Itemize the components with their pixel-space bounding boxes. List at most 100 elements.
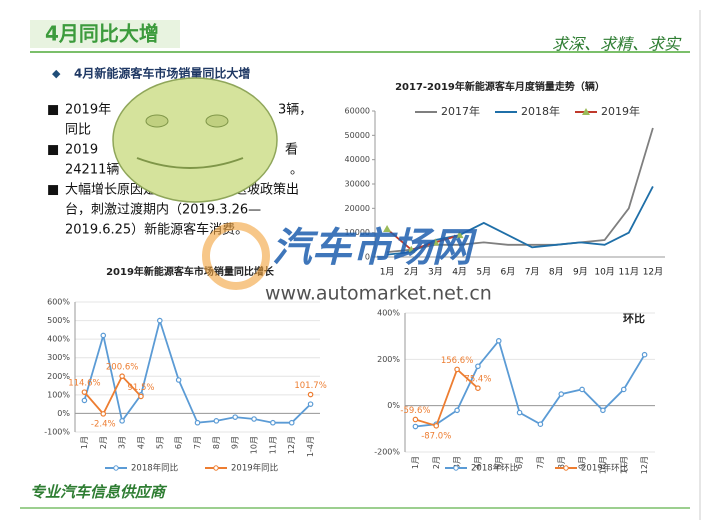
x-tick-label: 7月 [536,456,545,469]
smiley-mouth [136,157,244,169]
point [495,337,502,344]
x-tick-label: 12月 [643,267,663,278]
header-motto: 求深、求精、求实 [552,35,682,54]
y-tick-label: 200% [47,372,70,381]
bullet-text: 同比 [65,123,91,138]
point [383,225,392,233]
x-tick-label: 2月 [99,436,108,449]
y-tick-label: 30000 [345,180,370,189]
bullet-text: 台，刺激过渡期内（2019.3.26— [65,202,261,218]
point [412,423,419,430]
bullet-text: 。 [290,163,303,178]
point [454,407,460,414]
legend-marker [113,465,119,471]
footer: 专业汽车信息供应商 [30,483,168,501]
point [641,351,648,358]
x-tick-label: 1-4月 [306,436,315,457]
data-label: -59.6% [400,406,430,416]
y-tick-label: 500% [47,316,70,325]
smiley-eye [205,114,229,128]
data-label: 156.6% [441,356,473,366]
bullet-text: 2019 [65,143,98,158]
point [81,397,88,404]
data-label: -87.0% [421,431,451,441]
header-title: 4月同比大增 [45,22,159,46]
bullet-text: 24211辆 [65,163,119,178]
x-tick-label: 12月 [640,456,649,474]
point [537,421,544,428]
point [157,317,163,324]
point [412,416,419,423]
bullet-mark: ■ [47,103,59,118]
x-tick-label: 2月 [432,456,441,469]
point [119,418,125,424]
x-tick-label: 10月 [598,456,607,474]
x-tick-label: 7月 [525,267,540,278]
y-tick-label: 0% [57,409,70,418]
legend-label: 2019年同比 [231,463,278,474]
x-tick-label: 1月 [380,267,395,278]
legend-label: 2017年 [441,104,480,118]
point [516,409,523,416]
x-tick-label: 5月 [155,436,164,449]
x-tick-label: 6月 [501,267,516,278]
point [100,332,107,339]
point [175,377,182,383]
point [307,391,314,398]
bullet-mark: ■ [47,143,59,158]
point [475,363,481,370]
legend-marker [213,465,219,471]
y-tick-label: 600% [47,298,70,307]
bullet-text: 2019年 [65,103,111,118]
legend-label: 2019年环比 [581,463,628,474]
x-tick-label: 4月 [452,267,467,278]
x-tick-label: 10月 [594,267,614,278]
smiley [112,77,278,203]
y-tick-label: -100% [44,428,70,437]
data-label: 114.6% [68,379,100,389]
x-tick-label: 4月 [136,436,145,449]
x-tick-label: 2月 [404,267,419,278]
x-tick-label: 4月 [473,456,482,469]
watermark: 汽车市场网 www.automarket.net.cn [202,222,492,305]
y-tick-label: 400% [377,309,400,318]
watermark-url: www.automarket.net.cn [265,283,492,305]
point [138,393,144,400]
data-label: -2.4% [91,419,116,429]
y-tick-label: 0 [365,253,370,262]
y-tick-label: 40000 [345,155,370,164]
point [433,423,440,429]
point [475,385,481,391]
smiley-eye [145,114,169,128]
x-tick-label: 3月 [453,456,462,469]
y-tick-label: 20000 [345,204,370,213]
x-tick-label: 1月 [80,436,89,449]
point [579,386,585,393]
point [620,386,627,393]
x-tick-label: 3月 [428,267,443,278]
point [100,411,107,417]
x-tick-label: 3月 [118,436,127,449]
y-tick-label: 50000 [345,131,370,140]
point [251,416,257,422]
series-line [415,367,479,427]
point [270,419,276,426]
series-line [386,228,460,251]
series-line [387,127,654,253]
y-tick-label: 300% [47,353,70,362]
point [194,419,201,426]
section-bullet: ◆ [52,67,61,80]
point [213,418,220,424]
smiley-face [112,77,278,203]
chart-title: 2019年新能源客车市场销量同比增长 [106,265,275,278]
x-tick-label: 12月 [287,436,296,454]
x-tick-label: 1月 [411,456,420,469]
section-title: 4月新能源客车市场销量同比大增 [74,66,250,81]
point [81,389,88,395]
x-tick-label: 5月 [476,267,491,278]
x-tick-label: 11月 [619,456,628,474]
y-tick-label: 100% [47,390,70,399]
y-tick-label: 200% [377,355,400,364]
